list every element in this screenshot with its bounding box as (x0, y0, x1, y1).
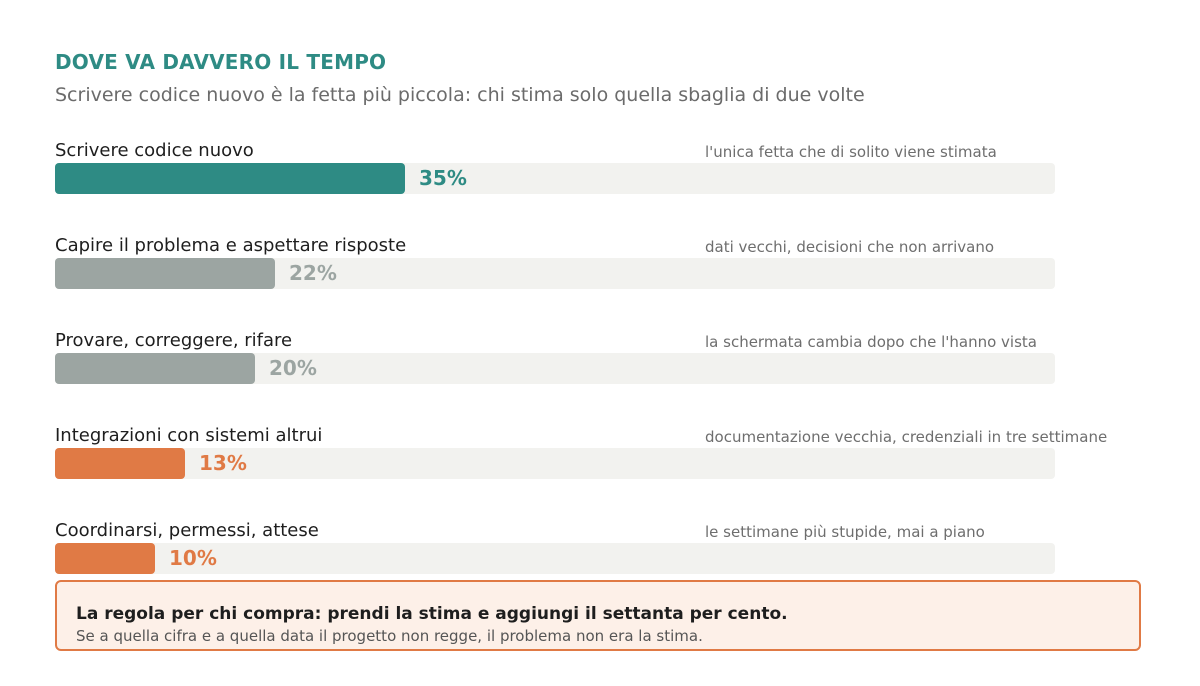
callout-body: Se a quella cifra e a quella data il pro… (76, 627, 703, 645)
bar (55, 543, 155, 574)
bar-category-label: Provare, correggere, rifare (55, 330, 293, 351)
bar-chart: Scrivere codice nuovo l'unica fetta che d… (55, 140, 1155, 574)
bar-row: Integrazioni con sistemi altrui documenta… (55, 425, 1155, 495)
bar-annotation: l'unica fetta che di solito viene stimat… (705, 143, 997, 161)
bar-track: 35% (55, 163, 1055, 194)
bar (55, 448, 185, 479)
bar-category-label: Scrivere codice nuovo (55, 140, 254, 161)
bar-track: 13% (55, 448, 1055, 479)
bar (55, 163, 405, 194)
bar-track: 22% (55, 258, 1055, 289)
bar-row: Scrivere codice nuovo l'unica fetta che d… (55, 140, 1155, 210)
bar-value-label: 13% (199, 451, 247, 475)
chart-subtitle: Scrivere codice nuovo è la fetta più pic… (55, 84, 865, 106)
bar-annotation: documentazione vecchia, credenziali in t… (705, 428, 1108, 446)
bar-row: Provare, correggere, rifare la schermata … (55, 330, 1155, 400)
callout-box: La regola per chi compra: prendi la stim… (55, 580, 1141, 651)
bar-annotation: la schermata cambia dopo che l'hanno vis… (705, 333, 1037, 351)
bar-category-label: Integrazioni con sistemi altrui (55, 425, 323, 446)
bar-row: Coordinarsi, permessi, attese le settiman… (55, 520, 1155, 590)
bar (55, 258, 275, 289)
bar-value-label: 20% (269, 356, 317, 380)
bar-track: 10% (55, 543, 1055, 574)
bar (55, 353, 255, 384)
chart-kicker: DOVE VA DAVVERO IL TEMPO (55, 50, 387, 74)
callout-headline: La regola per chi compra: prendi la stim… (76, 604, 788, 624)
bar-track: 20% (55, 353, 1055, 384)
bar-annotation: le settimane più stupide, mai a piano (705, 523, 985, 541)
bar-row: Capire il problema e aspettare risposte d… (55, 235, 1155, 305)
bar-category-label: Capire il problema e aspettare risposte (55, 235, 407, 256)
bar-value-label: 35% (419, 166, 467, 190)
bar-value-label: 22% (289, 261, 337, 285)
bar-category-label: Coordinarsi, permessi, attese (55, 520, 319, 541)
bar-value-label: 10% (169, 546, 217, 570)
bar-annotation: dati vecchi, decisioni che non arrivano (705, 238, 994, 256)
